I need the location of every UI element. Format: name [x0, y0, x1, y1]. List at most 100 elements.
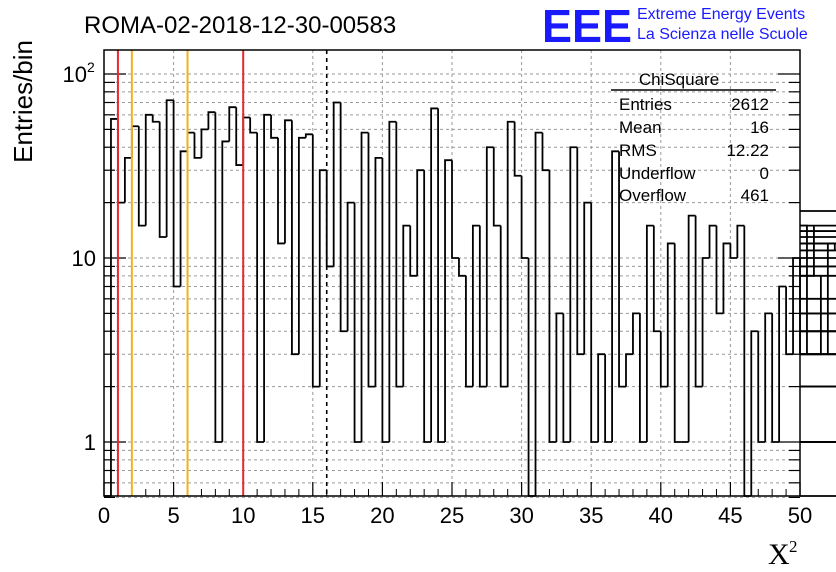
- histogram-bin: [367, 132, 376, 388]
- histogram-bin: [110, 118, 118, 496]
- histogram-bin: [200, 128, 209, 158]
- histogram-bin: [800, 330, 836, 333]
- histogram-bin: [800, 441, 836, 443]
- x-tick-label: 5: [167, 503, 179, 528]
- histogram-bin: [144, 113, 153, 226]
- histogram-bin: [179, 150, 188, 287]
- histogram-bin: [270, 114, 278, 139]
- histogram-bin: [750, 330, 759, 496]
- histogram-bin: [478, 225, 487, 388]
- histogram-bin: [800, 330, 836, 333]
- histogram-bin: [800, 242, 836, 245]
- histogram-bin: [485, 146, 494, 387]
- logo-line-2: La Scienza nelle Scuole: [637, 26, 808, 43]
- chart-title: ROMA-02-2018-12-30-00583: [84, 12, 396, 39]
- histogram-bin: [221, 140, 230, 442]
- histogram-bin: [284, 119, 292, 244]
- histogram-bin: [360, 131, 369, 442]
- grid-lines: [104, 50, 800, 498]
- x-axis-label: X 2: [768, 537, 798, 571]
- histogram-bin: [800, 297, 836, 300]
- histogram-bin: [130, 125, 139, 158]
- histogram-bin: [800, 257, 836, 259]
- x-tick-labels: 0 5 10 15 20 25 30 35 40 45 50: [98, 503, 812, 528]
- histogram-bin: [736, 224, 745, 258]
- histogram-bin: [800, 224, 808, 355]
- histogram-bin: [513, 121, 522, 177]
- histogram-bin: [235, 107, 244, 166]
- histogram-bin: [256, 132, 265, 443]
- histogram-bin: [639, 313, 647, 443]
- histogram-bin: [332, 101, 341, 267]
- histogram-bin: [388, 120, 397, 442]
- histogram-bin: [659, 331, 668, 388]
- histogram-bin: [625, 353, 633, 387]
- histogram-bin: [277, 137, 285, 245]
- histogram-bin: [137, 126, 146, 227]
- histogram-bin: [506, 120, 515, 387]
- histogram-bin: [800, 385, 836, 388]
- histogram-bin: [785, 286, 794, 356]
- histogram-bin: [800, 385, 836, 388]
- x-tick-label: 15: [301, 503, 325, 528]
- histogram-bin: [291, 120, 299, 356]
- histogram-bin: [666, 242, 675, 387]
- histogram-bin: [611, 150, 620, 442]
- histogram-bin: [583, 201, 592, 355]
- histogram-bin: [548, 170, 557, 443]
- x-tick-label: 40: [649, 503, 673, 528]
- x-tick-label: 35: [579, 503, 603, 528]
- histogram-bin: [117, 118, 125, 204]
- stats-label-underflow: Underflow: [619, 164, 696, 183]
- histogram-bin: [757, 331, 766, 443]
- plot-frame: [103, 49, 801, 497]
- histogram-bin: [249, 117, 258, 134]
- histogram-bin: [165, 99, 174, 238]
- histogram-bin: [569, 146, 578, 442]
- x-tick-label: 45: [718, 503, 742, 528]
- histogram-bin: [778, 285, 787, 442]
- histogram-bin: [172, 100, 181, 288]
- histogram-bin: [353, 202, 362, 443]
- histogram-bin: [374, 156, 383, 387]
- histogram-bin: [800, 330, 836, 333]
- stats-value-entries: 2612: [731, 95, 769, 114]
- histogram-bin: [228, 106, 237, 142]
- histogram-bin: [722, 242, 731, 314]
- histogram-bin: [708, 224, 717, 258]
- histogram-bin: [800, 353, 836, 356]
- histogram-bin: [800, 385, 836, 388]
- y-tick-label: 1: [84, 430, 96, 455]
- histogram-bin: [242, 116, 251, 166]
- histogram-bin: [771, 313, 780, 443]
- stats-value-underflow: 0: [760, 164, 769, 183]
- histogram-bin: [652, 225, 661, 333]
- histogram-bin: [492, 147, 501, 227]
- histogram-bin: [339, 102, 348, 333]
- histogram-bin: [687, 214, 696, 442]
- histogram-bin: [632, 312, 640, 355]
- y-axis-label: Entries/bin: [8, 40, 38, 163]
- histogram-bin: [444, 159, 452, 442]
- stats-title: ChiSquare: [639, 70, 719, 89]
- stats-box: ChiSquare Entries 2612 Mean 16 RMS 12.22…: [611, 70, 776, 205]
- histogram-bin: [562, 313, 571, 443]
- histogram-bin: [618, 151, 626, 388]
- histogram-bin: [402, 224, 411, 387]
- histogram-bin: [541, 132, 550, 172]
- histogram-bin: [520, 175, 529, 259]
- histogram-bin: [416, 169, 425, 276]
- histogram-bin: [311, 134, 320, 388]
- histogram-bin: [800, 441, 836, 443]
- histogram-bin: [193, 132, 202, 159]
- stats-value-rms: 12.22: [726, 141, 769, 160]
- histogram-bin: [715, 225, 724, 315]
- histogram-bin: [604, 354, 613, 443]
- eee-logo: EEE Extreme Energy Events La Scienza nel…: [542, 0, 808, 52]
- stats-label-mean: Mean: [619, 118, 662, 137]
- histogram-bin: [318, 169, 327, 387]
- histogram-bin: [800, 275, 822, 356]
- histogram-bin: [555, 312, 564, 442]
- histogram-bin: [465, 275, 473, 388]
